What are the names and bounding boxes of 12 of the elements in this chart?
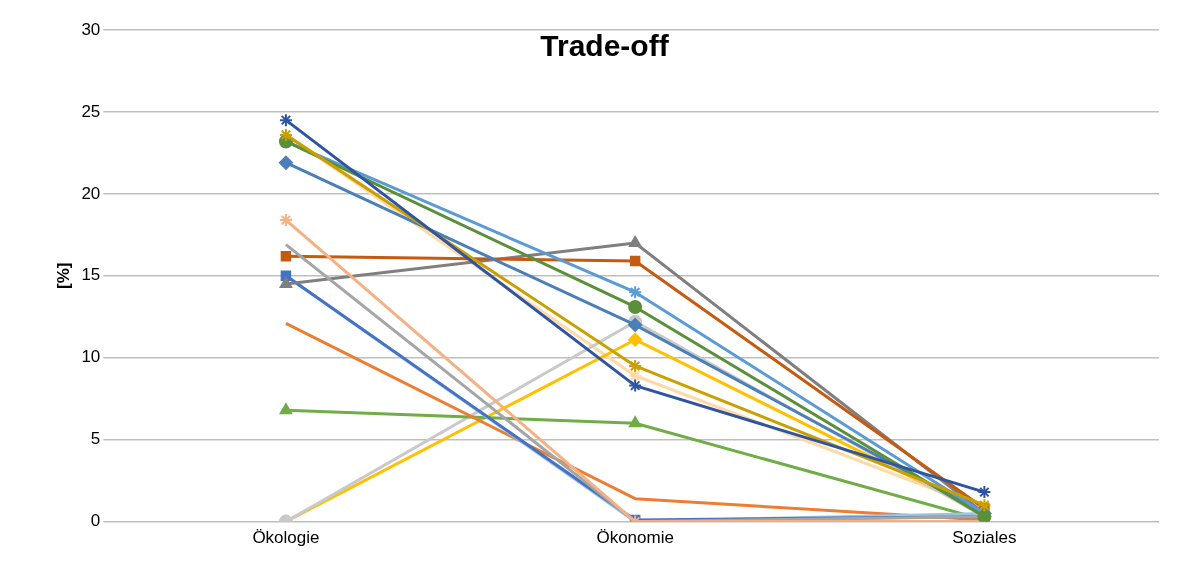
chart-title: Trade-off	[540, 29, 670, 63]
y-tick-label: 20	[81, 183, 101, 203]
y-tick-label: 15	[81, 265, 101, 285]
x-tick-label: Ökologie	[252, 528, 320, 548]
x-tick-label: Ökonomie	[596, 528, 674, 548]
y-tick-label: 0	[90, 511, 101, 531]
y-tick-label: 5	[90, 429, 101, 449]
y-tick-label: 30	[81, 19, 101, 39]
y-axis-title: [%]	[53, 262, 73, 290]
y-tick-label: 25	[81, 101, 101, 121]
x-tick-label: Soziales	[952, 528, 1017, 548]
y-tick-label: 10	[81, 347, 101, 367]
